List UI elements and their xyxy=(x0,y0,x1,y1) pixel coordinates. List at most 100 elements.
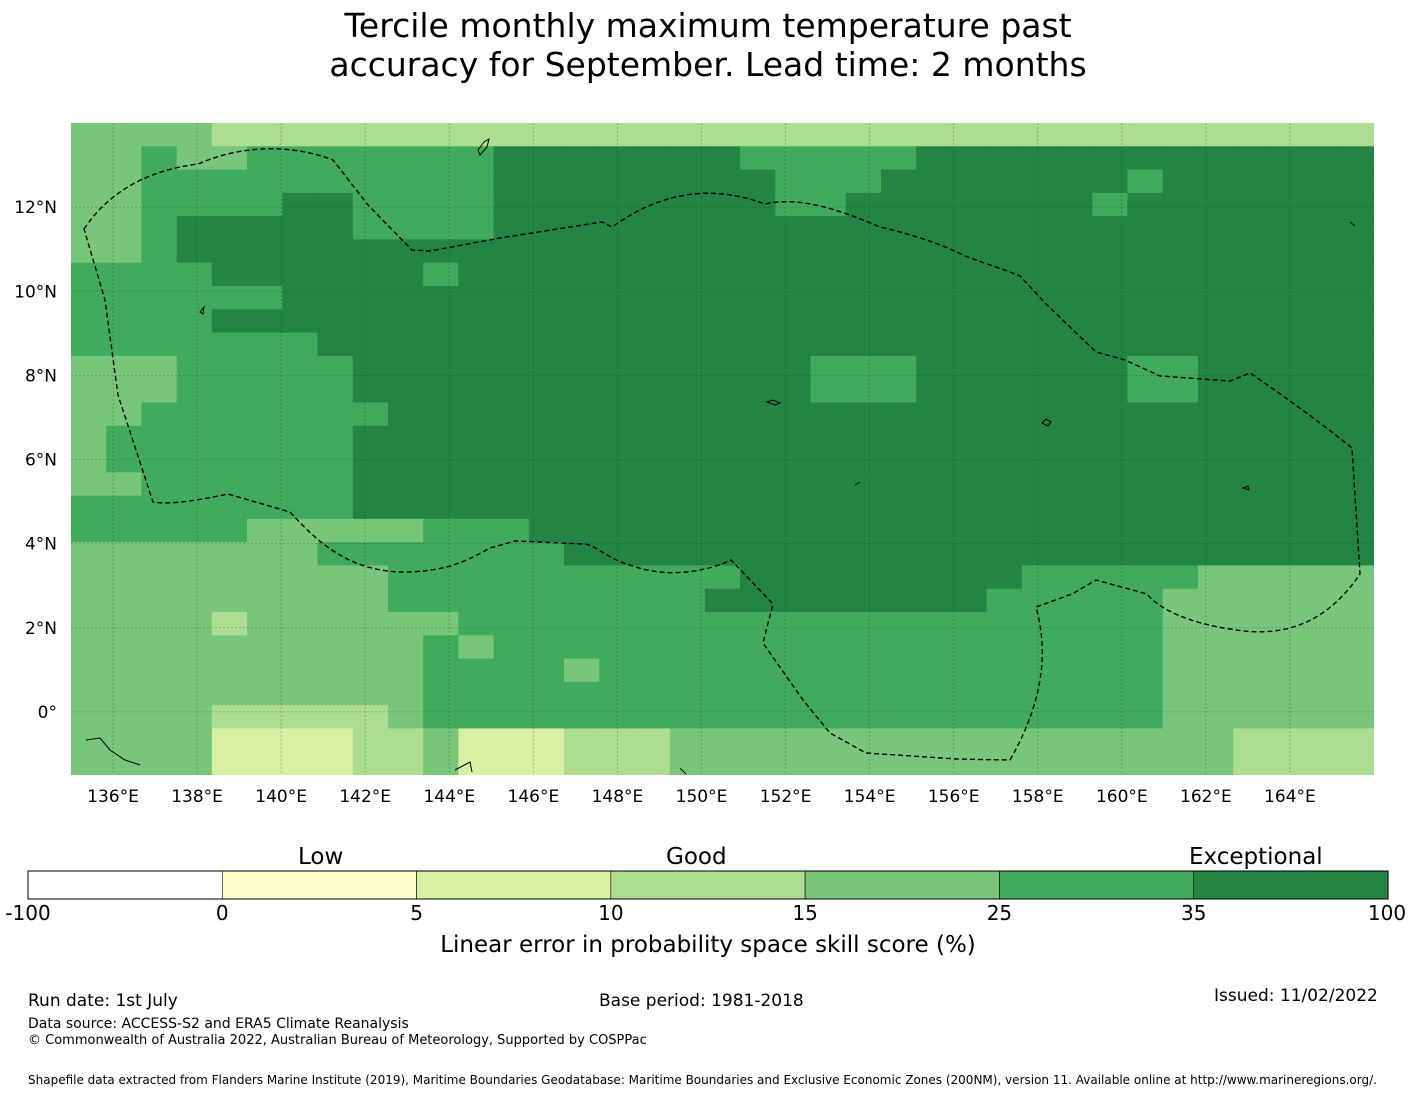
grid-cell xyxy=(986,192,1023,217)
grid-cell xyxy=(1127,705,1164,730)
grid-cell xyxy=(845,262,882,287)
grid-cell xyxy=(247,705,283,730)
grid-cell xyxy=(423,262,459,287)
grid-cell xyxy=(1233,542,1269,567)
grid-cell xyxy=(317,379,354,404)
grid-cell xyxy=(493,681,530,706)
grid-cell xyxy=(106,681,143,706)
grid-cell xyxy=(669,565,706,590)
grid-cell xyxy=(845,239,882,264)
grid-cell xyxy=(916,169,953,194)
grid-cell xyxy=(951,379,988,404)
latitude-label: 2°N xyxy=(25,619,57,639)
grid-cell xyxy=(740,542,776,567)
grid-cell xyxy=(599,635,636,660)
grid-cell xyxy=(1092,612,1129,636)
grid-cell xyxy=(634,449,671,473)
grid-cell xyxy=(176,705,213,730)
grid-cell xyxy=(1057,123,1093,147)
grid-cell xyxy=(282,216,319,241)
grid-cell xyxy=(1233,239,1269,264)
grid-cell xyxy=(599,402,636,427)
colorbar-bin xyxy=(221,870,417,900)
grid-cell xyxy=(458,681,495,706)
grid-cell xyxy=(986,472,1023,497)
grid-cell xyxy=(880,286,917,310)
grid-cell xyxy=(669,332,706,357)
grid-cell xyxy=(1303,565,1340,590)
grid-cell xyxy=(916,332,953,357)
grid-cell xyxy=(106,518,143,543)
grid-cell xyxy=(282,355,319,380)
grid-cell xyxy=(916,146,953,171)
grid-cell xyxy=(211,309,248,334)
grid-cell xyxy=(845,309,882,334)
grid-cell xyxy=(1338,728,1374,753)
grid-cell xyxy=(986,728,1023,753)
grid-cell xyxy=(282,169,319,194)
grid-cell xyxy=(634,216,671,241)
grid-cell xyxy=(669,542,706,567)
grid-cell xyxy=(1057,658,1093,683)
grid-cell xyxy=(1162,332,1199,357)
grid-cell xyxy=(352,588,389,613)
grid-cell xyxy=(986,239,1023,264)
grid-cell xyxy=(810,123,847,147)
grid-cell xyxy=(1092,658,1129,683)
grid-cell xyxy=(1092,146,1129,171)
grid-cell xyxy=(740,495,776,520)
grid-cell xyxy=(387,239,424,264)
grid-cell xyxy=(951,123,988,147)
grid-cell xyxy=(775,705,812,730)
grid-cell xyxy=(1057,705,1093,730)
grid-cell xyxy=(986,332,1023,357)
grid-cell xyxy=(599,518,636,543)
grid-cell xyxy=(458,728,495,753)
grid-cell xyxy=(352,355,389,380)
grid-cell xyxy=(423,402,459,427)
grid-cell xyxy=(599,728,636,753)
grid-cell xyxy=(211,425,248,450)
grid-cell xyxy=(458,169,495,194)
grid-cell xyxy=(458,612,495,636)
grid-cell xyxy=(317,542,354,567)
grid-cell xyxy=(352,705,389,730)
grid-cell xyxy=(951,239,988,264)
grid-cell xyxy=(1162,169,1199,194)
grid-cell xyxy=(1303,286,1340,310)
grid-cell xyxy=(1021,705,1058,730)
colorbar-bin xyxy=(27,870,223,900)
grid-cell xyxy=(1233,751,1269,775)
grid-cell xyxy=(247,192,283,217)
grid-cell xyxy=(352,518,389,543)
grid-cell xyxy=(704,332,741,357)
grid-cell xyxy=(317,239,354,264)
grid-cell xyxy=(1197,216,1234,241)
grid-cell xyxy=(71,332,107,357)
grid-cell xyxy=(1268,449,1305,473)
grid-cell xyxy=(1338,239,1374,264)
longitude-label: 156°E xyxy=(928,787,980,807)
grid-cell xyxy=(1127,751,1164,775)
grid-cell xyxy=(1268,402,1305,427)
grid-cell xyxy=(528,495,565,520)
grid-cell xyxy=(458,658,495,683)
grid-cell xyxy=(986,705,1023,730)
grid-cell xyxy=(528,402,565,427)
grid-cell xyxy=(1162,635,1199,660)
grid-cell xyxy=(1338,425,1374,450)
grid-cell xyxy=(845,542,882,567)
grid-cell xyxy=(1057,728,1093,753)
grid-cell xyxy=(458,588,495,613)
grid-cell xyxy=(951,216,988,241)
grid-cell xyxy=(71,542,107,567)
grid-cell xyxy=(634,262,671,287)
grid-cell xyxy=(916,192,953,217)
grid-cell xyxy=(916,355,953,380)
grid-cell xyxy=(493,239,530,264)
grid-cell xyxy=(1233,425,1269,450)
grid-cell xyxy=(317,309,354,334)
grid-cell xyxy=(458,472,495,497)
grid-cell xyxy=(951,402,988,427)
grid-cell xyxy=(1338,332,1374,357)
